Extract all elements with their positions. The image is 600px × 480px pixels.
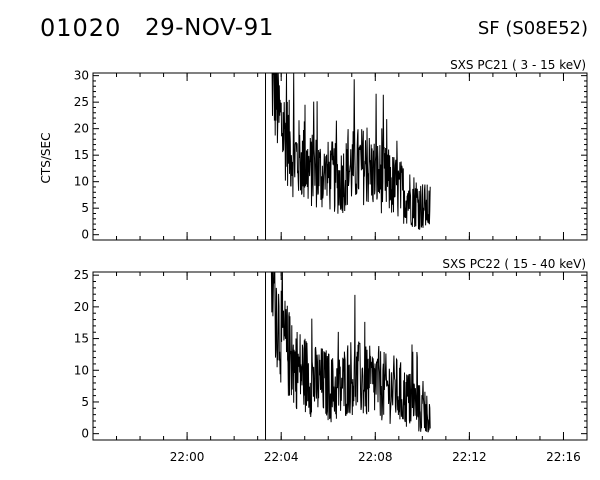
event-date: 29-NOV-91 [145, 15, 274, 41]
x-tick-label: 22:12 [452, 450, 487, 464]
plot-frame-2 [92, 271, 588, 441]
series-line-1 [271, 72, 431, 230]
panel-title-pc22: SXS PC22 ( 15 - 40 keV) [442, 257, 586, 271]
y-tick-label: 15 [74, 148, 89, 162]
y-tick-label: 25 [74, 268, 89, 282]
flare-region: SF (S08E52) [477, 18, 588, 39]
series-line-2 [270, 271, 431, 433]
x-tick-label: 22:16 [546, 450, 581, 464]
y-tick-label: 10 [74, 175, 89, 189]
x-tick-label: 22:08 [358, 450, 393, 464]
y-tick-label: 0 [81, 228, 89, 242]
y-tick-label: 25 [74, 95, 89, 109]
y-tick-label: 0 [81, 427, 89, 441]
y-tick-label: 5 [81, 201, 89, 215]
y-tick-label: 30 [74, 69, 89, 83]
y-tick-label: 10 [74, 363, 89, 377]
y-tick-label: 20 [74, 122, 89, 136]
plot-frame-1 [92, 72, 588, 241]
x-tick-label: 22:00 [170, 450, 205, 464]
y-tick-label: 5 [81, 395, 89, 409]
event-id: 01020 [40, 14, 122, 42]
panel-title-pc21: SXS PC21 ( 3 - 15 keV) [450, 58, 586, 72]
x-tick-label: 22:04 [264, 450, 299, 464]
y-tick-label: 15 [74, 332, 89, 346]
y-tick-label: 20 [74, 300, 89, 314]
